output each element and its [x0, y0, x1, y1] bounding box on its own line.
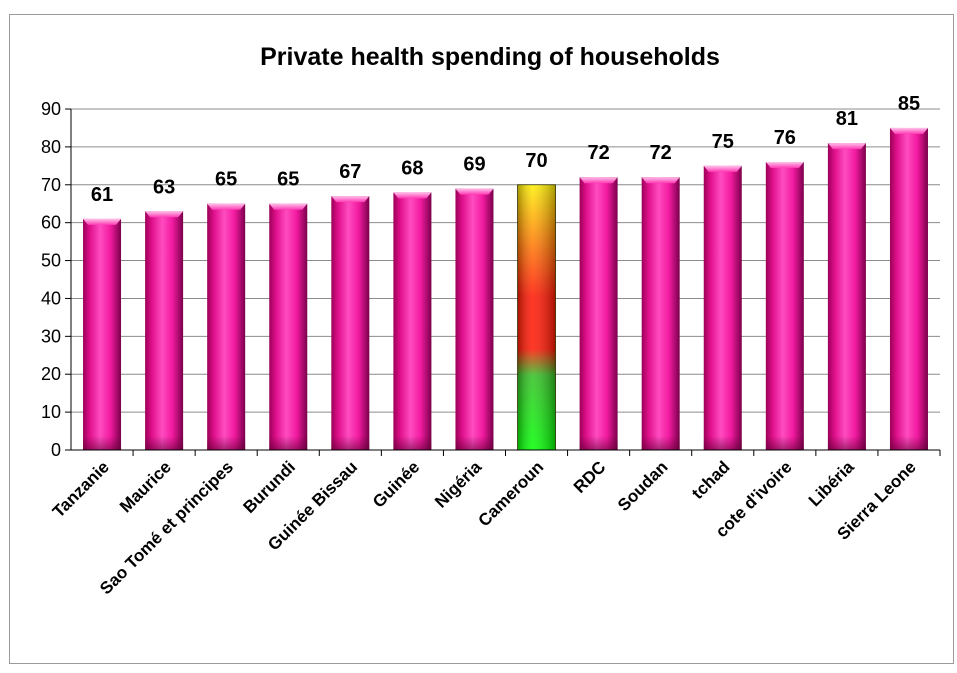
bar-shade	[517, 184, 556, 450]
bar	[579, 177, 618, 450]
bar-bottom-bevel	[765, 436, 804, 450]
bar	[703, 165, 742, 451]
bar-top-bevel	[579, 177, 618, 184]
x-tick-label: Soudan	[614, 457, 672, 515]
bar-bottom-bevel	[703, 436, 742, 450]
data-label: 61	[91, 184, 113, 206]
data-label: 75	[712, 131, 734, 153]
bar-top-bevel	[207, 203, 246, 210]
bar-body	[207, 203, 246, 450]
x-tick-label: Cameroun	[474, 457, 547, 530]
bar-bottom-bevel	[269, 436, 308, 450]
data-label: 65	[277, 169, 299, 191]
data-label: 63	[153, 176, 175, 198]
bar-top-bevel	[889, 127, 928, 134]
bar-top-bevel	[83, 218, 122, 225]
bar-bottom-bevel	[455, 436, 494, 450]
data-label: 76	[774, 127, 796, 149]
bar-top-bevel	[145, 211, 184, 218]
bar-top-bevel	[827, 143, 866, 150]
bar	[765, 162, 804, 451]
bar-body	[827, 143, 866, 450]
y-tick-label: 90	[41, 99, 61, 119]
bar-bottom-bevel	[889, 436, 928, 450]
x-tick-label: Libéria	[805, 457, 858, 510]
data-label: 69	[463, 154, 485, 176]
x-tick-label: Guinée	[369, 457, 423, 511]
bar	[641, 177, 680, 450]
bar-top-bevel	[331, 196, 370, 203]
y-tick-label: 30	[41, 326, 61, 346]
bar	[827, 143, 866, 450]
data-label: 72	[650, 142, 672, 164]
bar-bottom-bevel	[641, 436, 680, 450]
bar-top-bevel	[641, 177, 680, 184]
bar	[269, 203, 308, 450]
bar-body	[579, 177, 618, 450]
y-tick-label: 60	[41, 213, 61, 233]
bar-top-bevel	[765, 162, 804, 169]
bars	[83, 127, 928, 451]
x-tick-label: Maurice	[116, 457, 175, 516]
bar-bottom-bevel	[145, 436, 184, 450]
y-tick-label: 0	[51, 440, 61, 460]
data-labels: 61 63 65 65 67 68 69 70 72 72 75 76 81 85	[91, 93, 920, 206]
bar-body	[83, 218, 122, 450]
chart-frame: Private health spending of households 0 1…	[9, 14, 954, 664]
bar	[331, 196, 370, 450]
x-tick-label: Nigéria	[431, 457, 486, 512]
bar-bottom-bevel	[83, 436, 122, 450]
bar-body	[641, 177, 680, 450]
grid-lines	[71, 108, 940, 451]
y-tick-label: 40	[41, 288, 61, 308]
bar-bottom-bevel	[331, 436, 370, 450]
x-tick-label: Tanzanie	[49, 457, 113, 521]
bar-body	[455, 188, 494, 451]
bar-bottom-bevel	[579, 436, 618, 450]
y-tick-label: 10	[41, 402, 61, 422]
y-tick-label: 20	[41, 364, 61, 384]
y-tick-label: 50	[41, 251, 61, 271]
bar-body	[703, 165, 742, 451]
y-tick-label: 70	[41, 175, 61, 195]
data-label: 72	[587, 142, 609, 164]
chart-title: Private health spending of households	[260, 43, 720, 71]
bar-bottom-bevel	[827, 436, 866, 450]
data-label: 85	[898, 93, 920, 115]
bar	[83, 218, 122, 450]
bar	[393, 192, 432, 450]
y-tick-label: 80	[41, 137, 61, 157]
bar-body	[269, 203, 308, 450]
bar-chart: Private health spending of households 0 1…	[41, 43, 941, 598]
bar-top-bevel	[269, 203, 308, 210]
bar-body	[393, 192, 432, 450]
bar-bottom-bevel	[207, 436, 246, 450]
y-axis: 0 10 20 30 40 50 60 70 80 90	[41, 99, 72, 460]
data-label: 81	[836, 108, 858, 130]
data-label: 70	[525, 150, 547, 172]
bar-top-bevel	[455, 188, 494, 195]
data-label: 67	[339, 161, 361, 183]
bar	[517, 184, 556, 451]
bar	[889, 127, 928, 450]
data-label: 65	[215, 169, 237, 191]
bar-bottom-bevel	[393, 436, 432, 450]
x-tick-label: tchad	[688, 457, 733, 502]
bar	[145, 211, 184, 450]
bar-body	[889, 127, 928, 450]
bar-top-bevel	[393, 192, 432, 199]
bar	[207, 203, 246, 450]
bar-body	[765, 162, 804, 451]
x-tick-label: RDC	[570, 457, 609, 496]
bar-top-bevel	[703, 165, 742, 172]
bar-body	[331, 196, 370, 450]
bar-body	[145, 211, 184, 450]
data-label: 68	[401, 157, 423, 179]
x-tick-label: Burundi	[240, 457, 300, 517]
bar	[455, 188, 494, 451]
